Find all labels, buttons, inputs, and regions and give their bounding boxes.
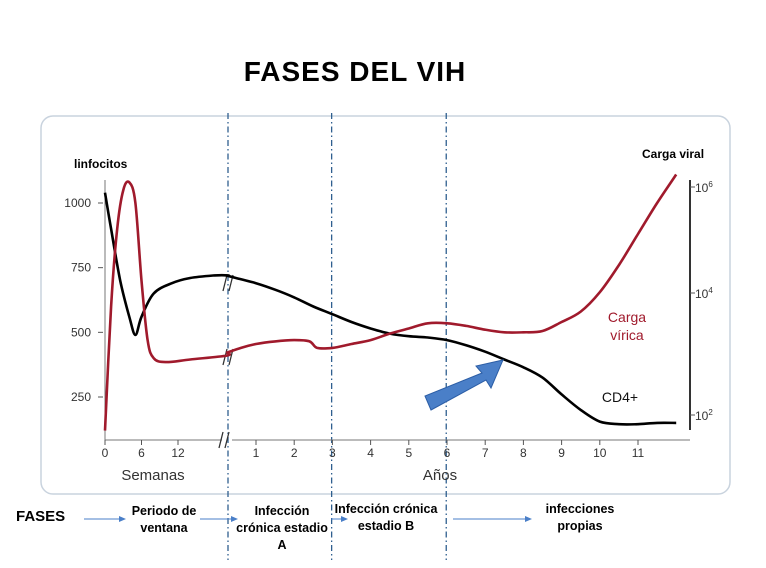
x-tick-label-year: 3 [329,446,336,460]
phase-label: Periodo de ventana [131,504,197,535]
right-tick-label: 102 [695,408,713,423]
x-tick-label-year: 1 [253,446,260,460]
series-line-carga-virica-weeks [103,180,232,431]
x-tick-label-week: 12 [171,446,185,460]
axis-break-mark [222,274,228,292]
x-tick-label-year: 10 [593,446,607,460]
page-title: FASES DEL VIH [243,56,467,87]
progression-arrow [424,359,504,411]
left-tick-label: 1000 [64,196,91,210]
right-tick-label: 106 [695,180,713,195]
x-tick-label-year: 2 [291,446,298,460]
x-tick-label-year: 7 [482,446,489,460]
phase-label: Infección crónica estadio B [334,502,438,533]
right-tick-label: 104 [695,286,713,301]
series-label-carga-virica-line2: vírica [610,327,644,343]
x-tick-label-week: 0 [102,446,109,460]
phase-label: infecciones propias [545,502,615,533]
left-tick-label: 250 [71,390,91,404]
x-segment-label-years: Años [423,467,457,484]
fases-label: FASES [16,508,66,525]
series-line-carga-virica-years [225,173,678,355]
series-line-cd4-weeks [103,192,231,337]
left-axis-title: linfocitos [74,157,128,171]
axis-break-mark [218,431,224,449]
x-segment-label-weeks: Semanas [121,467,184,484]
x-tick-label-year: 4 [367,446,374,460]
series-label-carga-virica-line1: Carga [608,309,646,325]
right-axis-title: Carga viral [642,147,704,161]
x-tick-label-year: 6 [444,446,451,460]
x-tick-label-year: 8 [520,446,527,460]
phase-label: Infección crónica estadio A [236,504,328,552]
left-tick-label: 750 [71,261,91,275]
left-tick-label: 500 [71,325,91,339]
phases-arrows [84,516,532,522]
axis-break-mark [224,431,230,449]
x-tick-label-year: 9 [558,446,565,460]
series-line-cd4-years [225,274,677,426]
x-tick-label-year: 5 [405,446,412,460]
chart-frame [40,115,731,495]
series-label-cd4: CD4+ [602,389,638,405]
x-tick-label-week: 6 [138,446,145,460]
x-tick-label-year: 11 [632,446,645,460]
